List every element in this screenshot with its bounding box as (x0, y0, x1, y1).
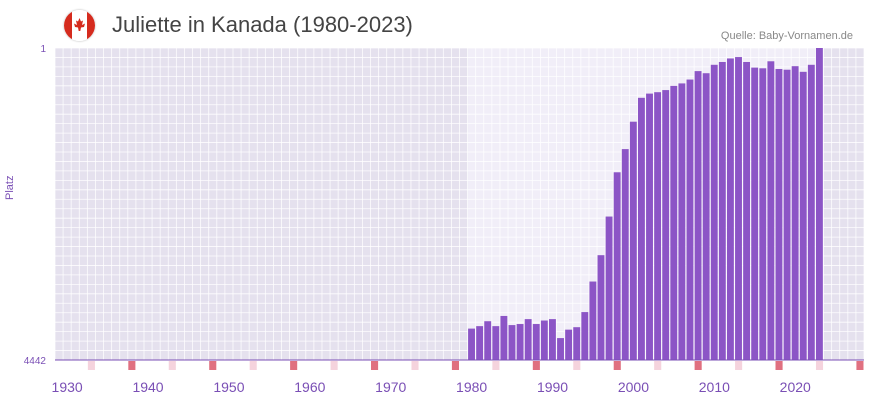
x-tick-mark (128, 361, 136, 370)
band-before (55, 48, 468, 360)
x-tick-label-1980: 1980 (456, 379, 487, 395)
bar-1983 (492, 326, 500, 360)
bar-1996 (597, 255, 605, 360)
bar-1992 (565, 329, 573, 360)
x-tick-mark (492, 361, 500, 370)
x-tick-mark (411, 361, 419, 370)
x-tick-mark (573, 361, 581, 370)
band-after (823, 48, 864, 360)
x-tick-mark (87, 361, 95, 370)
x-tick-label-1960: 1960 (294, 379, 325, 395)
x-tick-mark (694, 361, 702, 370)
x-tick-mark (532, 361, 540, 370)
bar-1993 (573, 327, 581, 360)
bar-1998 (613, 172, 621, 360)
x-tick-label-1930: 1930 (52, 379, 83, 395)
canada-flag-icon (64, 10, 95, 41)
x-tick-label-2020: 2020 (780, 379, 811, 395)
x-tick-label-1970: 1970 (375, 379, 406, 395)
y-tick-label-bottom: 4442 (24, 356, 47, 367)
bar-2009 (702, 73, 710, 360)
x-tick-label-2010: 2010 (699, 379, 730, 395)
chart-title: Juliette in Kanada (1980-2023) (112, 12, 413, 37)
x-axis-ticks: 1930 1940 1950 1960 1970 1980 1990 2000 2010 2020 (52, 361, 864, 395)
bar-1988 (532, 324, 540, 360)
bar-1986 (516, 324, 524, 360)
x-tick-mark (249, 361, 257, 370)
bar-2023 (815, 48, 823, 360)
bar-2016 (759, 68, 767, 361)
bar-2003 (654, 92, 662, 360)
bar-1980 (468, 328, 475, 360)
bar-2004 (662, 90, 670, 361)
bar-1997 (605, 216, 613, 360)
bar-1985 (508, 325, 516, 360)
x-tick-mark (613, 361, 621, 370)
bar-2014 (743, 61, 751, 360)
x-tick-label-1950: 1950 (213, 379, 244, 395)
bar-series (468, 48, 823, 361)
y-tick-label-top: 1 (40, 44, 46, 55)
y-axis-ticks: 1 4442 (24, 44, 47, 367)
x-tick-mark (330, 361, 338, 370)
bar-2000 (629, 121, 637, 360)
bar-2013 (735, 57, 742, 360)
bar-1982 (484, 321, 492, 360)
bar-2005 (670, 85, 678, 360)
bar-1989 (540, 320, 548, 360)
x-tick-mark (209, 361, 217, 370)
source-label: Quelle: Baby-Vornamen.de (720, 30, 853, 42)
bar-1991 (557, 338, 564, 360)
grid-lines (54, 47, 865, 361)
bar-1987 (524, 319, 532, 360)
bar-1990 (548, 319, 556, 360)
x-tick-mark (451, 361, 459, 370)
bar-2011 (718, 61, 726, 360)
x-tick-mark (654, 361, 662, 370)
bar-2001 (637, 97, 645, 361)
bar-2017 (767, 61, 775, 361)
bar-2019 (783, 69, 791, 361)
bar-2021 (799, 71, 807, 361)
x-tick-label-2000: 2000 (618, 379, 649, 395)
bar-2012 (726, 58, 734, 361)
bar-1995 (589, 281, 597, 360)
bar-2015 (751, 67, 759, 361)
x-tick-mark (856, 361, 864, 370)
bar-2006 (678, 83, 686, 361)
bar-2007 (686, 79, 694, 360)
x-tick-label-1990: 1990 (537, 379, 568, 395)
bar-2008 (694, 71, 702, 361)
bar-2002 (646, 93, 653, 360)
x-tick-mark (290, 361, 298, 370)
bar-1984 (500, 315, 508, 360)
bar-2018 (775, 69, 783, 361)
bar-2022 (807, 64, 815, 361)
x-tick-mark (735, 361, 743, 370)
x-tick-mark (815, 361, 824, 370)
x-tick-mark (168, 361, 176, 370)
x-tick-mark (371, 361, 379, 370)
bar-2010 (710, 64, 718, 361)
bar-1981 (476, 326, 484, 360)
bar-1994 (581, 312, 589, 360)
bar-2020 (791, 66, 799, 361)
x-tick-label-1940: 1940 (132, 379, 163, 395)
bar-1999 (621, 149, 629, 360)
x-tick-mark (775, 361, 783, 370)
